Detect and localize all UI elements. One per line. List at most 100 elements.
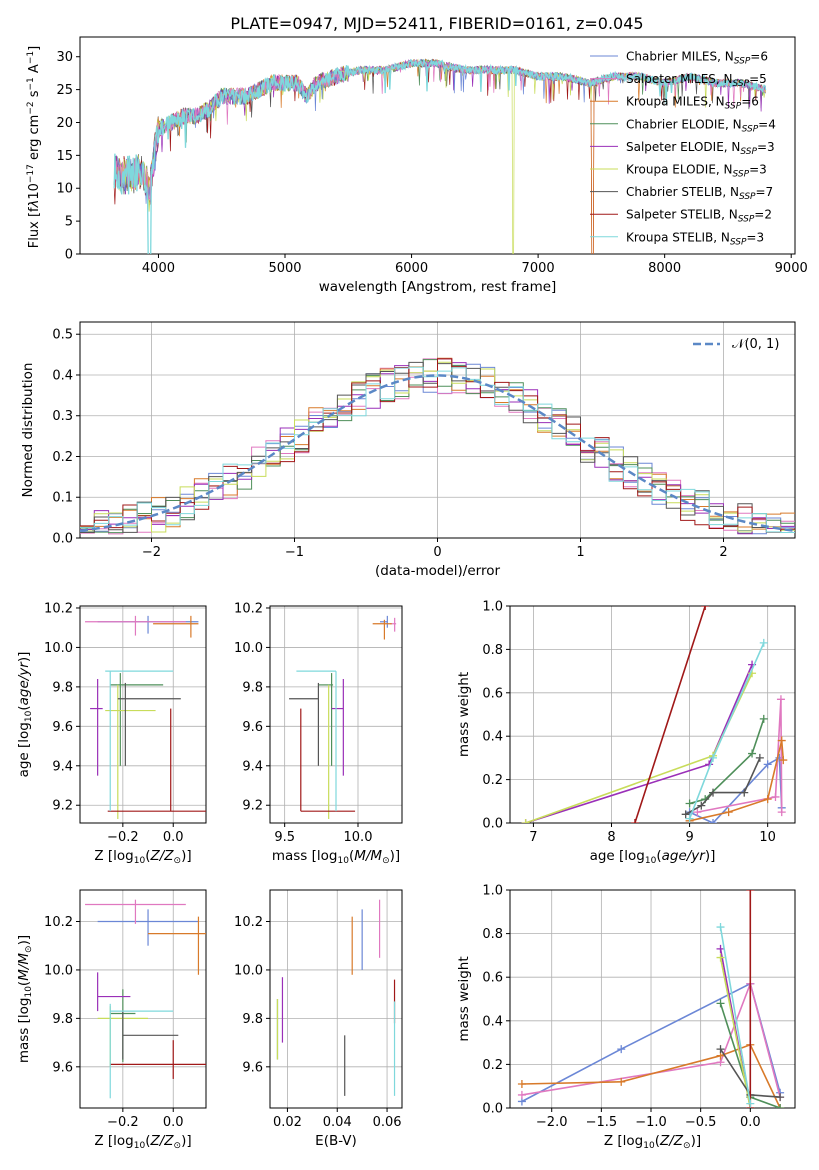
residual-histogram-panel: −2 −1 0 1 2 0.0 0.1 0.2 0.3 0.4 0.5 𝒩(0, 1) (data-mo… (20, 321, 796, 579)
mass-vs-metallicity-panel: −0.2 0.0 9.6 9.8 10.0 10.2 Z [log10(Z/Z⊙)] mass… (16, 889, 207, 1151)
y-tick-label: 0.0 (482, 1102, 503, 1117)
legend-label: Kroupa STELIB, NSSP=3 (626, 230, 764, 247)
y-tick-label: 9.4 (242, 759, 263, 774)
x-tick-label: 6000 (395, 261, 428, 276)
legend-label: Kroupa MILES, NSSP=6 (626, 95, 759, 112)
data-marker (716, 999, 725, 1008)
y-axis-label: mass weight (456, 956, 472, 1041)
age-vs-metallicity-panel: −0.2 0.0 9.2 9.4 9.6 9.8 10.0 10.2 Z [log10(Z/Z⊙… (16, 601, 207, 866)
data-marker (740, 788, 749, 797)
y-tick-label: 10.0 (44, 963, 73, 978)
plot-area (521, 606, 788, 823)
data-marker (709, 788, 718, 797)
y-axis-label: age [log10(age/yr)] (16, 652, 34, 778)
data-marker (617, 1077, 626, 1086)
axes-frame (269, 889, 403, 1109)
y-tick-label: 9.8 (52, 680, 73, 695)
plot-area (517, 890, 785, 1108)
plot-area (85, 615, 206, 820)
y-tick-label: 9.6 (242, 1060, 263, 1075)
x-tick-label: 0 (433, 545, 441, 560)
spectrum-panel: 4000 5000 6000 7000 8000 9000 0 5 10 15 20 25 30 Chab… (26, 36, 808, 295)
series-line (634, 606, 706, 823)
x-tick-label: 0.0 (740, 1115, 761, 1130)
x-axis-label: Z [log10(Z/Z⊙)] (604, 1133, 701, 1151)
plot-area (85, 899, 206, 1099)
x-tick-label: 2 (719, 545, 727, 560)
x-axis-label: wavelength [Angstrom, rest frame] (319, 279, 557, 295)
histogram-kroupa-stelib (80, 366, 795, 533)
normal-curve (80, 374, 795, 533)
legend-label: Chabrier STELIB, NSSP=7 (626, 185, 773, 202)
axes-frame (79, 889, 207, 1109)
x-tick-label: 0.0 (163, 1115, 184, 1130)
x-axis-label: mass [log10(M/M⊙)] (272, 848, 400, 866)
x-tick-label: −1.5 (586, 1115, 618, 1130)
y-tick-label: 0.8 (482, 643, 503, 658)
x-tick-label: 9000 (775, 261, 808, 276)
data-marker (776, 695, 785, 704)
legend-label: Salpeter STELIB, NSSP=2 (626, 208, 772, 225)
x-axis-label: Z [log10(Z/Z⊙)] (94, 848, 191, 866)
series-line (697, 699, 783, 813)
data-marker (779, 756, 788, 765)
x-tick-label: 4000 (142, 261, 175, 276)
data-marker (776, 1093, 785, 1102)
y-tick-label: 0 (65, 248, 73, 263)
plot-area (113, 58, 767, 254)
data-marker (521, 819, 530, 823)
y-tick-label: 9.2 (52, 799, 73, 814)
data-marker (685, 799, 694, 808)
axes-frame (269, 605, 403, 824)
series-line (689, 718, 765, 805)
y-tick-label: 0.4 (482, 730, 503, 745)
data-marker (763, 795, 772, 804)
y-tick-label: 10.0 (234, 641, 263, 656)
x-tick-label: 10.0 (344, 830, 373, 845)
y-tick-label: 10.2 (44, 915, 73, 930)
x-tick-label: 0.02 (273, 1115, 302, 1130)
axes-frame (79, 36, 796, 255)
spectrum-line-kroupa-stelib (113, 59, 767, 254)
y-tick-label: 9.6 (52, 720, 73, 735)
data-marker (716, 944, 725, 953)
y-tick-label: 0.6 (482, 686, 503, 701)
histogram-salpeter-stelib (80, 358, 795, 533)
data-marker (776, 1104, 785, 1108)
data-marker (777, 808, 786, 817)
y-tick-label: 0.0 (52, 532, 73, 547)
y-tick-label: 10.2 (234, 601, 263, 616)
data-marker (517, 1080, 526, 1089)
legend-label: Chabrier MILES, NSSP=6 (626, 50, 768, 67)
x-tick-label: 7 (529, 830, 537, 845)
y-tick-label: 10 (56, 182, 73, 197)
series-line (719, 926, 752, 1104)
x-tick-label: 8 (607, 830, 615, 845)
plot-area (289, 615, 397, 820)
y-tick-label: 0.6 (482, 971, 503, 986)
data-marker (746, 890, 755, 894)
axes-frame (79, 605, 207, 824)
y-tick-label: 9.6 (242, 720, 263, 735)
data-marker (630, 819, 639, 823)
x-tick-label: 0.06 (373, 1115, 402, 1130)
legend-label: Kroupa ELODIE, NSSP=3 (626, 163, 767, 180)
plot-area (80, 357, 795, 535)
spectrum-legend: Chabrier MILES, NSSP=6 Salpeter MILES, NS… (590, 50, 776, 247)
y-tick-label: 9.2 (242, 799, 263, 814)
y-axis-label: mass weight (456, 672, 472, 757)
y-tick-label: 5 (65, 215, 73, 230)
data-marker (716, 1045, 725, 1054)
legend-label: Chabrier ELODIE, NSSP=4 (626, 117, 776, 134)
data-marker (759, 638, 768, 647)
x-tick-label: 8000 (648, 261, 681, 276)
x-tick-label: 0.04 (323, 1115, 352, 1130)
x-tick-label: −1.0 (635, 1115, 667, 1130)
x-tick-label: −0.5 (685, 1115, 717, 1130)
x-tick-label: −0.2 (107, 830, 139, 845)
data-marker (517, 1090, 526, 1099)
legend-label: Salpeter MILES, NSSP=5 (626, 72, 767, 89)
y-tick-label: 10.2 (234, 915, 263, 930)
y-tick-label: 0.5 (52, 328, 73, 343)
